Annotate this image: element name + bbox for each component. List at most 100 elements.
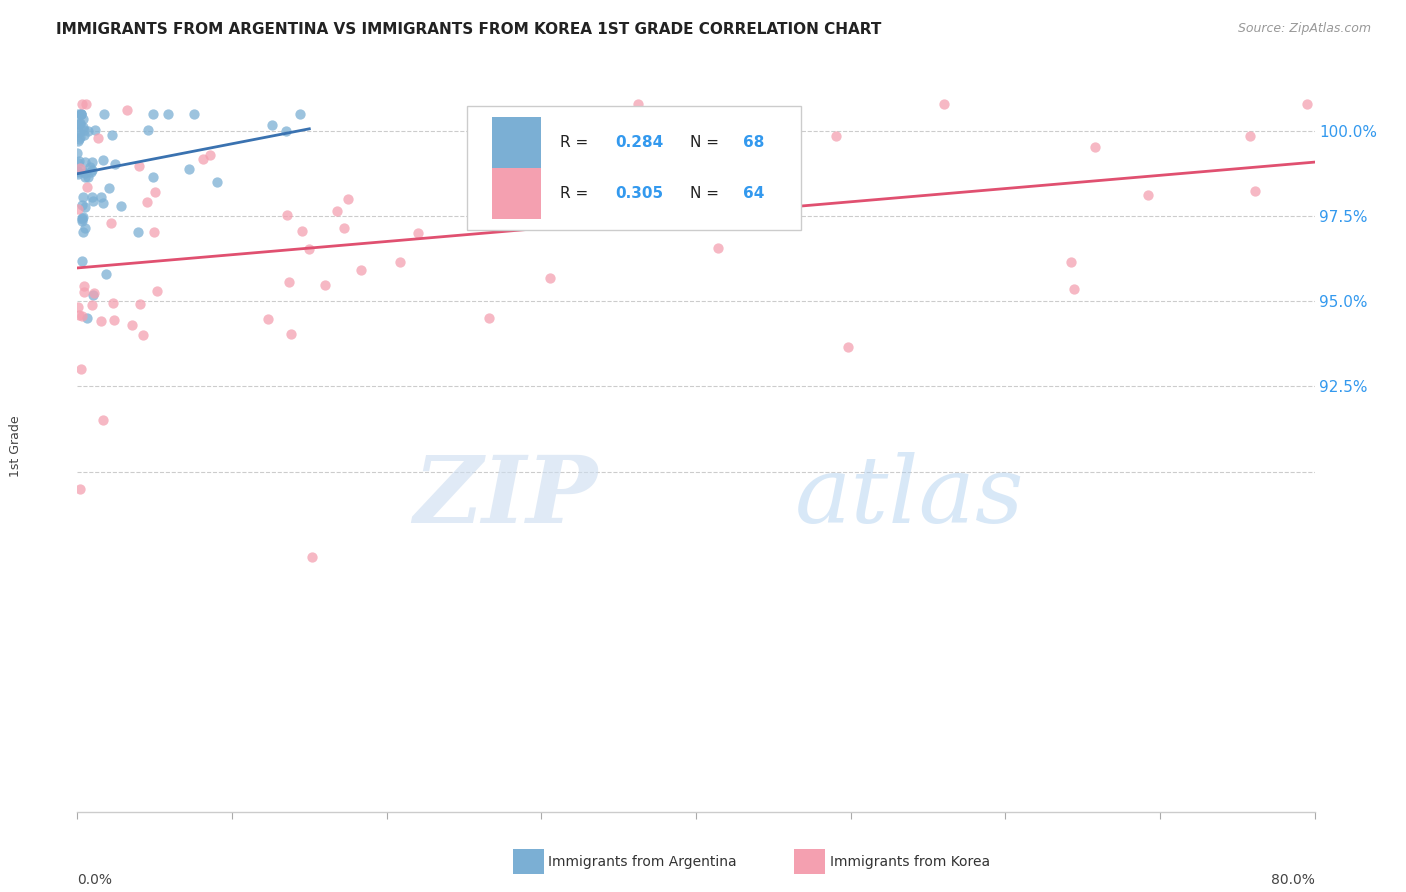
Point <box>76 170 98 185</box>
Point <box>142 225 165 239</box>
FancyBboxPatch shape <box>467 106 801 230</box>
Point <box>540 271 562 285</box>
Point <box>198 148 221 162</box>
Point <box>91 153 114 168</box>
Point <box>82 298 104 312</box>
Point <box>72 112 94 127</box>
Point <box>1244 184 1267 198</box>
Y-axis label: 1st Grade: 1st Grade <box>8 415 21 477</box>
Point <box>142 107 165 121</box>
Point <box>77 123 100 137</box>
Point <box>69 107 91 121</box>
Point <box>350 263 373 277</box>
Point <box>627 97 650 112</box>
Point <box>617 155 640 169</box>
Point <box>66 134 89 148</box>
Point <box>142 169 165 184</box>
Point <box>277 275 299 289</box>
Point <box>67 167 90 181</box>
Point <box>128 159 150 173</box>
Point <box>70 97 93 112</box>
Point <box>156 107 179 121</box>
Point <box>69 117 91 131</box>
Point <box>280 326 302 341</box>
Point <box>69 116 91 130</box>
Point <box>80 164 103 178</box>
Point <box>73 200 96 214</box>
Text: R =: R = <box>560 135 593 150</box>
Point <box>66 107 89 121</box>
Point <box>205 176 228 190</box>
Text: Immigrants from Korea: Immigrants from Korea <box>830 855 990 869</box>
Point <box>291 224 314 238</box>
Point <box>337 192 360 206</box>
Point <box>70 211 93 225</box>
Point <box>70 164 93 178</box>
Point <box>82 162 104 177</box>
Point <box>260 119 283 133</box>
Point <box>115 103 138 117</box>
Point <box>83 286 105 301</box>
Point <box>70 362 93 376</box>
Point <box>406 226 429 240</box>
Point <box>314 278 336 293</box>
Point <box>67 117 90 131</box>
Point <box>325 204 347 219</box>
Point <box>73 170 96 185</box>
Point <box>110 199 132 213</box>
Point <box>70 253 93 268</box>
Point <box>69 161 91 176</box>
Point <box>146 284 169 298</box>
Point <box>193 153 215 167</box>
Point <box>837 340 859 354</box>
Point <box>70 214 93 228</box>
Point <box>389 255 412 269</box>
Point <box>588 196 610 211</box>
Text: R =: R = <box>560 186 593 202</box>
Text: N =: N = <box>690 186 724 202</box>
Text: 0.0%: 0.0% <box>77 873 112 887</box>
Point <box>301 549 323 564</box>
Text: Source: ZipAtlas.com: Source: ZipAtlas.com <box>1237 22 1371 36</box>
Point <box>69 482 91 496</box>
Point <box>101 128 124 142</box>
Point <box>66 202 89 216</box>
Point <box>66 145 89 160</box>
Point <box>103 313 125 327</box>
Point <box>256 311 278 326</box>
Point <box>1239 128 1261 143</box>
Point <box>67 165 90 179</box>
Point <box>474 200 496 214</box>
Point <box>72 189 94 203</box>
Point <box>67 155 90 169</box>
Point <box>93 107 115 121</box>
Point <box>67 124 90 138</box>
Point <box>129 297 152 311</box>
Point <box>72 120 94 135</box>
Point <box>73 166 96 180</box>
Point <box>67 132 90 146</box>
Point <box>121 318 143 333</box>
Point <box>1296 97 1319 112</box>
Point <box>136 194 159 209</box>
Point <box>276 124 298 138</box>
Point <box>825 129 848 144</box>
Point <box>1136 188 1159 202</box>
Point <box>136 123 159 137</box>
Point <box>66 164 89 178</box>
Text: 0.284: 0.284 <box>616 135 664 150</box>
Point <box>70 197 93 211</box>
Point <box>707 241 730 255</box>
Point <box>70 107 93 121</box>
Point <box>932 97 955 112</box>
Point <box>183 107 205 121</box>
Point <box>1084 140 1107 154</box>
Point <box>91 413 114 427</box>
Text: 80.0%: 80.0% <box>1271 873 1315 887</box>
Point <box>101 295 124 310</box>
Point <box>132 328 155 343</box>
Point <box>72 211 94 225</box>
Point <box>73 285 96 300</box>
Point <box>478 311 501 326</box>
Text: 68: 68 <box>742 135 765 150</box>
